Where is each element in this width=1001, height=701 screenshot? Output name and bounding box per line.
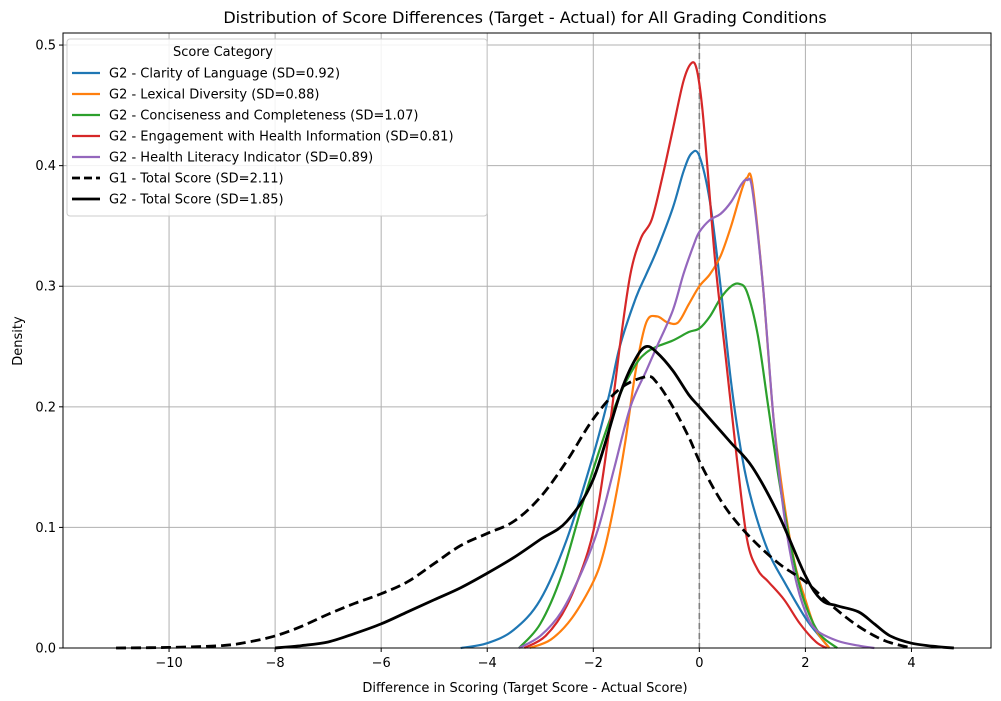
plot-frame <box>62 32 992 649</box>
legend-entry: G2 - Total Score (SD=1.85) <box>109 193 284 208</box>
x-tick-label: −4 <box>478 656 497 671</box>
series-line-1 <box>460 149 831 650</box>
y-tick-label: 0.3 <box>35 280 56 295</box>
y-axis-label: Density <box>11 316 26 366</box>
legend-title: Score Category <box>173 45 273 60</box>
series-lines <box>116 61 954 650</box>
x-tick-label: 2 <box>801 656 809 671</box>
legend-entry: G2 - Health Literacy Indicator (SD=0.89) <box>109 151 373 166</box>
axis-ticks: −10 −8 −6 −4 −2 0 2 4 0.0 0.1 0.2 0.3 0.4 0.5 <box>35 39 915 671</box>
legend-box <box>66 38 488 217</box>
series-line-5 <box>518 177 875 650</box>
y-tick-label: 0.1 <box>35 521 56 536</box>
x-axis-label: Difference in Scoring (Target Score - Ac… <box>362 681 687 696</box>
series-line-7 <box>274 344 954 650</box>
y-tick-label: 0.0 <box>35 642 56 657</box>
x-tick-label: −8 <box>266 656 285 671</box>
legend-entry: G1 - Total Score (SD=2.11) <box>109 172 284 187</box>
series-line-4 <box>523 61 828 649</box>
y-tick-label: 0.5 <box>35 39 56 54</box>
y-tick-label: 0.2 <box>35 400 56 415</box>
chart-title: Distribution of Score Differences (Targe… <box>223 8 826 27</box>
x-tick-label: 0 <box>695 656 703 671</box>
legend: Score Category G2 - Clarity of Language (… <box>66 38 488 217</box>
x-tick-label: −2 <box>584 656 603 671</box>
x-tick-label: −6 <box>372 656 391 671</box>
x-tick-label: 4 <box>907 656 915 671</box>
legend-entry: G2 - Conciseness and Completeness (SD=1.… <box>109 109 418 124</box>
x-tick-label: −10 <box>155 656 182 671</box>
legend-entry: G2 - Lexical Diversity (SD=0.88) <box>109 88 319 103</box>
series-line-6 <box>116 375 912 650</box>
y-tick-label: 0.4 <box>35 159 56 174</box>
legend-entry: G2 - Engagement with Health Information … <box>109 130 454 145</box>
legend-entry: G2 - Clarity of Language (SD=0.92) <box>109 67 340 82</box>
